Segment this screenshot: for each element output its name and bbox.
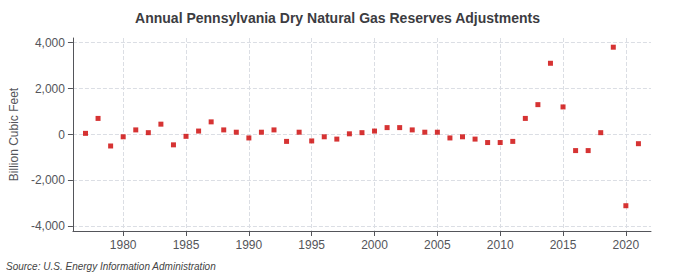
- svg-text:Annual Pennsylvania Dry Natura: Annual Pennsylvania Dry Natural Gas Rese…: [135, 10, 540, 26]
- svg-text:1990: 1990: [236, 238, 263, 252]
- svg-text:2,000: 2,000: [35, 82, 65, 96]
- svg-text:Billion Cubic Feet: Billion Cubic Feet: [7, 87, 21, 181]
- svg-text:2020: 2020: [613, 238, 640, 252]
- svg-text:2010: 2010: [487, 238, 514, 252]
- svg-text:-4,000: -4,000: [31, 219, 65, 233]
- svg-text:2005: 2005: [424, 238, 451, 252]
- svg-text:4,000: 4,000: [35, 36, 65, 50]
- svg-text:-2,000: -2,000: [31, 173, 65, 187]
- svg-text:Source: U.S. Energy Informatio: Source: U.S. Energy Information Administ…: [6, 261, 216, 272]
- svg-text:0: 0: [58, 128, 65, 142]
- svg-text:2000: 2000: [361, 238, 388, 252]
- svg-text:1980: 1980: [110, 238, 137, 252]
- svg-text:1985: 1985: [173, 238, 200, 252]
- svg-text:2015: 2015: [550, 238, 577, 252]
- svg-text:1995: 1995: [298, 238, 325, 252]
